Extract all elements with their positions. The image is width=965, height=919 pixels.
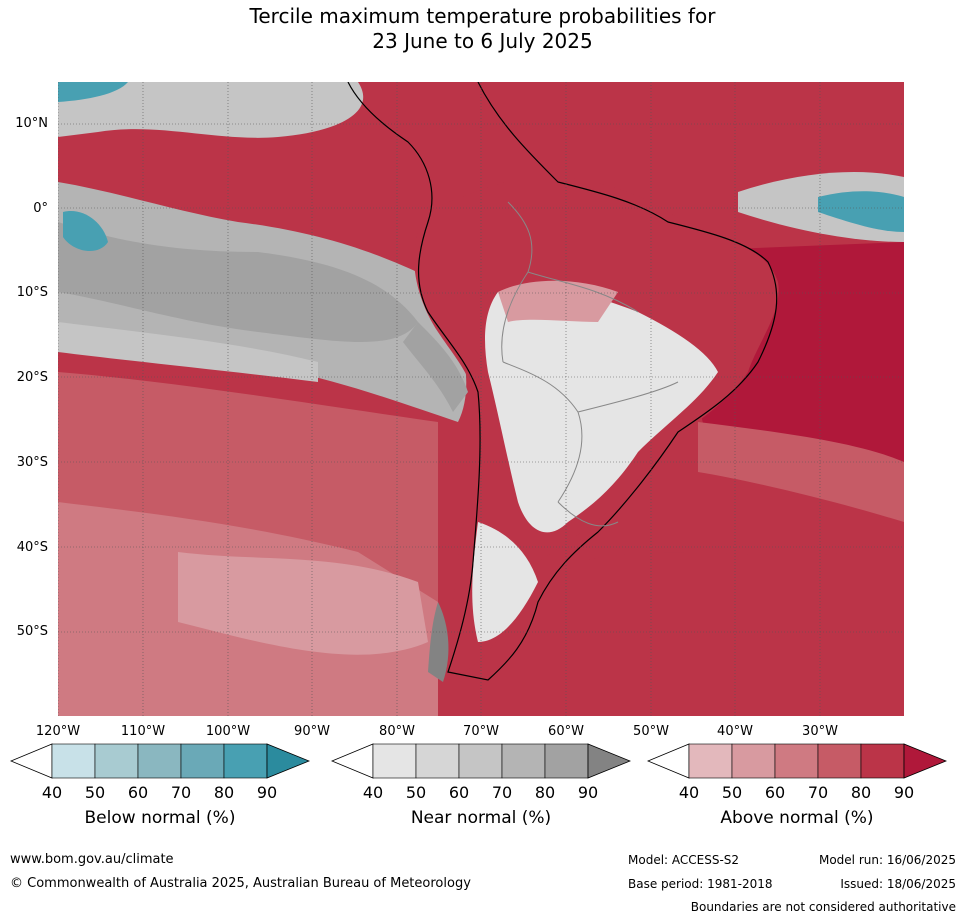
colorbar-above-tick: 80: [850, 783, 872, 802]
region-pink-amazon: [498, 280, 618, 322]
lat-label-40s: 40°S: [16, 540, 48, 555]
colorbar-near-extend-low: [331, 743, 374, 779]
colorbar-below-tick: 50: [84, 783, 106, 802]
colorbar-below-tick: 80: [213, 783, 235, 802]
colorbar-near-tick: 60: [448, 783, 470, 802]
lat-label-10s: 10°S: [16, 285, 48, 300]
region-blue-atlantic: [818, 191, 904, 232]
colorbar-title-below: Below normal (%): [84, 808, 236, 828]
lon-label-40w: 40°W: [717, 724, 753, 739]
lon-label-90w: 90°W: [294, 724, 330, 739]
colorbar-below-segment: [94, 743, 139, 779]
colorbar-above-segment: [774, 743, 819, 779]
colorbar-above-tick: 60: [764, 783, 786, 802]
lon-label-110w: 110°W: [120, 724, 166, 739]
coastline: [347, 81, 778, 681]
colorbar-below-segment: [223, 743, 268, 779]
region-dark-grey-pacific: [58, 222, 418, 342]
colorbar-below-segment: [137, 743, 182, 779]
footer-disclaimer: Boundaries are not considered authoritat…: [690, 900, 956, 914]
lon-label-30w: 30°W: [802, 724, 838, 739]
region-pink-atlantic: [698, 422, 904, 522]
colorbar-above-tick: 40: [678, 783, 700, 802]
colorbar-near-tick: 50: [405, 783, 427, 802]
colorbar-below-segment: [51, 743, 96, 779]
region-blue-equatorial: [63, 211, 108, 252]
colorbar-near-tick: 40: [362, 783, 384, 802]
colorbar-below-tick: 70: [170, 783, 192, 802]
footer-url: www.bom.gov.au/climate: [10, 852, 174, 867]
colorbar-near-segment: [458, 743, 503, 779]
colorbar-above-tick: 50: [721, 783, 743, 802]
lat-label-20s: 20°S: [16, 370, 48, 385]
colorbar-near-tick: 80: [534, 783, 556, 802]
region-grey-peru-coast: [403, 322, 468, 412]
map-svg: [57, 81, 904, 716]
lon-label-70w: 70°W: [463, 724, 499, 739]
lon-label-100w: 100°W: [205, 724, 251, 739]
title-line-1: Tercile maximum temperature probabilitie…: [249, 4, 716, 28]
footer-model-run: Model run: 16/06/2025: [818, 853, 956, 867]
colorbar-near-segment: [501, 743, 546, 779]
footer-copyright: © Commonwealth of Australia 2025, Austra…: [10, 876, 471, 891]
colorbar-above-extend-high: [903, 743, 947, 779]
colorbar-near-extend-high: [587, 743, 631, 779]
colorbar-above-segment: [731, 743, 776, 779]
region-grey-chile-south: [428, 602, 449, 682]
colorbar-below-tick: 40: [41, 783, 63, 802]
colorbar-near-segment: [372, 743, 417, 779]
lon-label-120w: 120°W: [35, 724, 81, 739]
colorbar-above-tick: 70: [807, 783, 829, 802]
colorbar-above-segment: [688, 743, 733, 779]
lon-label-60w: 60°W: [548, 724, 584, 739]
colorbar-below-extend-high: [266, 743, 310, 779]
lat-label-10n: 10°N: [15, 116, 48, 131]
probability-map: [57, 81, 904, 716]
colorbar-near-tick: 70: [491, 783, 513, 802]
colorbar-below-segment: [180, 743, 225, 779]
colorbar-below-extend-low: [10, 743, 53, 779]
footer-base-period: Base period: 1981-2018: [628, 877, 773, 891]
region-near-normal-interior: [485, 288, 718, 533]
region-near-normal-patagonia: [472, 522, 538, 642]
lon-label-80w: 80°W: [379, 724, 415, 739]
lat-label-0: 0°: [33, 201, 48, 216]
colorbar-above-tick: 90: [893, 783, 915, 802]
colorbar-below-normal: [10, 743, 310, 779]
footer-issued: Issued: 18/06/2025: [840, 877, 956, 891]
colorbar-title-near: Near normal (%): [410, 808, 552, 828]
lat-label-50s: 50°S: [16, 624, 48, 639]
colorbar-near-tick: 90: [577, 783, 599, 802]
colorbar-above-segment: [817, 743, 862, 779]
colorbar-above-segment: [860, 743, 905, 779]
map-title: Tercile maximum temperature probabilitie…: [0, 4, 965, 54]
region-red-south-atlantic: [578, 552, 904, 716]
lat-label-30s: 30°S: [16, 455, 48, 470]
colorbar-near-segment: [415, 743, 460, 779]
colorbar-below-tick: 90: [256, 783, 278, 802]
graticule: [57, 82, 904, 716]
colorbar-title-above: Above normal (%): [720, 808, 874, 828]
footer-model: Model: ACCESS-S2: [628, 853, 740, 867]
title-line-2: 23 June to 6 July 2025: [372, 29, 593, 53]
country-boundaries: [501, 201, 679, 527]
colorbar-above-extend-low: [647, 743, 690, 779]
region-grey-band: [58, 322, 318, 382]
colorbar-below-tick: 60: [127, 783, 149, 802]
colorbar-near-segment: [544, 743, 589, 779]
colorbar-near-normal: [331, 743, 631, 779]
colorbar-above-normal: [647, 743, 947, 779]
region-blue-northwest: [58, 82, 128, 102]
lon-label-50w: 50°W: [633, 724, 669, 739]
region-faint-pink: [178, 552, 428, 655]
